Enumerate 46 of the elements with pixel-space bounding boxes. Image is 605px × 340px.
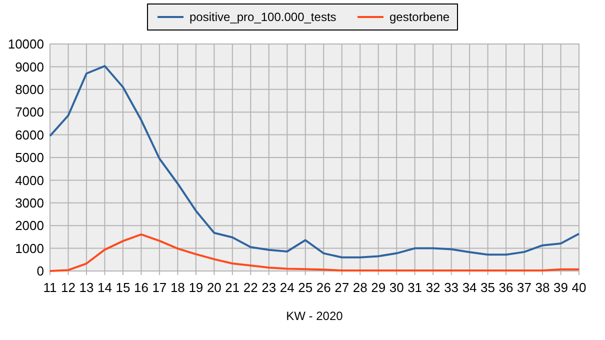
x-tick-label: 14 bbox=[97, 280, 112, 295]
x-tick-label: 19 bbox=[188, 280, 204, 295]
y-tick-label: 3000 bbox=[15, 195, 44, 210]
x-tick-label: 27 bbox=[334, 280, 350, 295]
x-tick-label: 25 bbox=[298, 280, 313, 295]
x-tick-label: 33 bbox=[444, 280, 459, 295]
x-tick-label: 26 bbox=[316, 280, 331, 295]
x-tick-label: 21 bbox=[225, 280, 240, 295]
x-tick-label: 38 bbox=[535, 280, 550, 295]
line-series bbox=[49, 65, 580, 258]
x-tick-label: 28 bbox=[352, 280, 368, 295]
x-tick-label: 40 bbox=[572, 280, 586, 295]
y-tick-label: 7000 bbox=[15, 104, 44, 120]
x-tick-label: 16 bbox=[134, 280, 148, 295]
x-tick-label: 23 bbox=[262, 280, 276, 295]
x-tick-label: 32 bbox=[426, 280, 440, 295]
x-tick-label: 35 bbox=[480, 280, 496, 295]
y-tick-label: 6000 bbox=[15, 127, 44, 142]
y-tick-label: 1000 bbox=[15, 240, 44, 256]
x-tick-label: 39 bbox=[554, 280, 568, 295]
x-tick-label: 20 bbox=[206, 280, 222, 295]
x-tick-label: 36 bbox=[498, 280, 514, 295]
x-tick-label: 11 bbox=[43, 280, 57, 295]
x-tick-label: 22 bbox=[243, 280, 258, 295]
x-axis-title: KW - 2020 bbox=[286, 309, 344, 323]
x-tick-label: 37 bbox=[517, 280, 532, 295]
legend-label: gestorbene bbox=[390, 10, 450, 24]
x-tick-label: 17 bbox=[152, 280, 167, 295]
legend-label: positive_pro_100.000_tests bbox=[190, 10, 336, 24]
x-tick-label: 12 bbox=[61, 280, 76, 295]
x-tick-label: 24 bbox=[280, 280, 294, 295]
y-tick-label: 5000 bbox=[15, 150, 44, 166]
x-tick-label: 30 bbox=[389, 280, 404, 295]
x-tick-label: 29 bbox=[371, 280, 386, 295]
x-tick-label: 15 bbox=[116, 280, 130, 295]
y-tick-label: 8000 bbox=[15, 82, 44, 97]
x-tick-label: 18 bbox=[170, 280, 185, 295]
x-tick-label: 13 bbox=[79, 280, 94, 295]
y-tick-label: 0 bbox=[36, 264, 44, 279]
y-tick-label: 10000 bbox=[8, 36, 44, 52]
line-series bbox=[49, 233, 580, 272]
y-tick-label: 4000 bbox=[15, 172, 44, 188]
x-tick-label: 34 bbox=[462, 280, 477, 295]
x-tick-label: 31 bbox=[408, 280, 422, 295]
y-tick-label: 2000 bbox=[15, 218, 44, 234]
y-tick-label: 9000 bbox=[15, 59, 44, 74]
